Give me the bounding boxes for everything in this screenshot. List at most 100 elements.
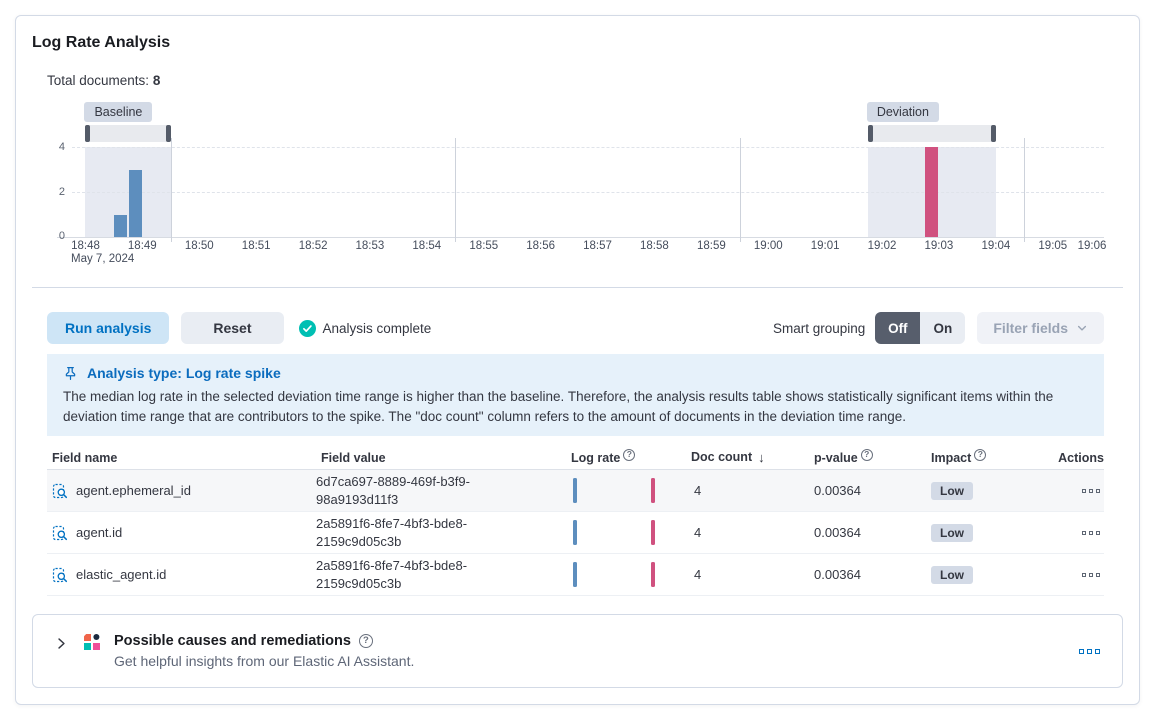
x-tick-label: 18:55: [469, 240, 499, 252]
header-doc-count[interactable]: Doc count ↓: [691, 450, 765, 465]
table-row: agent.id 2a5891f6-8fe7-4bf3-bde8-2159c9d…: [47, 512, 1104, 554]
baseline-badge-label: Baseline: [94, 105, 143, 119]
check-circle-icon: [298, 319, 316, 337]
table-header-row: Field name Field value Log rate? Doc cou…: [47, 446, 1104, 470]
x-tick-label: 19:04: [981, 240, 1011, 252]
x-tick-label: 19:05: [1038, 240, 1068, 252]
total-documents: Total documents: 8: [47, 73, 1123, 88]
p-value: 0.00364: [814, 567, 861, 582]
info-icon: ?: [623, 448, 636, 461]
baseline-brush-left-handle[interactable]: [85, 125, 91, 142]
row-actions-button[interactable]: [1080, 487, 1102, 495]
analysis-results-table: Field name Field value Log rate? Doc cou…: [47, 446, 1104, 596]
row-actions-button[interactable]: [1080, 571, 1102, 579]
possible-causes-subtitle: Get helpful insights from our Elastic AI…: [114, 653, 415, 669]
analysis-status: Analysis complete: [298, 319, 432, 337]
smart-grouping-label: Smart grouping: [773, 320, 866, 336]
log-rate-sparkline: [566, 470, 686, 511]
callout-title: Analysis type: Log rate spike: [87, 365, 281, 381]
baseline-mini-bar: [573, 562, 577, 587]
x-tick-label: 18:51: [241, 240, 271, 252]
x-tick-label: 19:01: [810, 240, 840, 252]
smart-grouping-on-button[interactable]: On: [920, 312, 965, 344]
baseline-mini-bar: [573, 520, 577, 545]
deviation-mini-bar: [651, 520, 655, 545]
deviation-badge-label: Deviation: [876, 105, 929, 119]
field-name: elastic_agent.id: [76, 567, 167, 582]
x-tick-label: 19:00: [753, 240, 783, 252]
x-tick-label: 19:06: [1077, 240, 1107, 252]
field-filter-icon[interactable]: [52, 525, 68, 541]
elastic-ai-assistant-icon: [84, 634, 100, 650]
horizontal-gridline: [72, 147, 1104, 148]
header-log-rate[interactable]: Log rate?: [566, 448, 686, 465]
doc-count-value: 4: [694, 483, 702, 498]
chevron-right-icon: [58, 638, 65, 649]
baseline-bar: [114, 214, 128, 237]
info-icon: ?: [860, 448, 873, 461]
page-title: Log Rate Analysis: [32, 34, 171, 51]
run-analysis-button[interactable]: Run analysis: [47, 312, 170, 344]
x-tick-label: 18:48: [71, 240, 100, 252]
baseline-brush[interactable]: [85, 125, 171, 142]
filter-fields-label: Filter fields: [993, 320, 1068, 336]
chevron-down-icon: [1077, 325, 1087, 331]
field-name: agent.ephemeral_id: [76, 483, 191, 498]
help-icon: ?: [358, 634, 373, 648]
field-value: 2a5891f6-8fe7-4bf3-bde8-2159c9d05c3b: [316, 557, 468, 591]
pin-icon: [65, 366, 76, 381]
deviation-mini-bar: [651, 562, 655, 587]
header-field-name[interactable]: Field name: [52, 450, 118, 465]
x-tick-label: 18:58: [640, 240, 669, 252]
x-axis-date-label: May 7, 2024: [71, 253, 135, 265]
x-tick-label: 18:50: [184, 240, 214, 252]
header-actions: Actions: [1058, 450, 1104, 465]
field-filter-icon[interactable]: [52, 483, 68, 499]
deviation-badge: Deviation: [866, 102, 939, 122]
x-tick-label: 18:57: [583, 240, 612, 252]
smart-grouping-off-button[interactable]: Off: [875, 312, 921, 344]
x-tick-label: 18:56: [526, 240, 555, 252]
x-tick-label: 18:53: [355, 240, 385, 252]
p-value: 0.00364: [814, 525, 861, 540]
accordion-expand-button[interactable]: [53, 635, 70, 652]
header-impact[interactable]: Impact?: [926, 448, 1061, 465]
analysis-status-label: Analysis complete: [322, 320, 432, 336]
baseline-bar: [128, 169, 142, 237]
impact-badge: Low: [931, 523, 973, 542]
field-filter-icon[interactable]: [52, 567, 68, 583]
p-value: 0.00364: [814, 483, 861, 498]
deviation-mini-bar: [651, 478, 655, 503]
impact-badge: Low: [931, 481, 973, 500]
row-actions-button[interactable]: [1080, 529, 1102, 537]
x-tick-label: 18:49: [127, 240, 157, 252]
header-p-value[interactable]: p-value?: [809, 448, 926, 465]
possible-causes-title[interactable]: Possible causes and remediations: [114, 633, 351, 649]
sort-descending-icon: ↓: [758, 450, 765, 465]
log-rate-sparkline: [566, 512, 686, 553]
vertical-gridline: [1024, 138, 1026, 242]
deviation-brush-right-handle[interactable]: [990, 125, 996, 142]
header-field-value[interactable]: Field value: [321, 450, 386, 465]
reset-button[interactable]: Reset: [181, 312, 284, 344]
deviation-brush[interactable]: [867, 125, 996, 142]
baseline-brush-right-handle[interactable]: [165, 125, 171, 142]
log-rate-analysis-panel: Log Rate Analysis Total documents: 8 4 2…: [15, 15, 1140, 705]
vertical-gridline: [170, 138, 172, 242]
baseline-mini-bar: [573, 478, 577, 503]
log-rate-sparkline: [566, 554, 686, 595]
deviation-bar: [925, 147, 939, 237]
possible-causes-panel: Possible causes and remediations ? Get h…: [32, 614, 1123, 688]
x-axis-line: [57, 237, 1104, 238]
panel-actions-button[interactable]: [1077, 647, 1102, 656]
deviation-brush-left-handle[interactable]: [867, 125, 873, 142]
field-name: agent.id: [76, 525, 123, 540]
baseline-badge: Baseline: [84, 102, 153, 122]
doc-count-value: 4: [694, 525, 702, 540]
separator: [32, 287, 1123, 288]
x-tick-label: 18:59: [697, 240, 726, 252]
filter-fields-button[interactable]: Filter fields: [977, 312, 1104, 344]
table-row: agent.ephemeral_id 6d7ca697-8889-469f-b3…: [47, 470, 1104, 512]
field-value: 2a5891f6-8fe7-4bf3-bde8-2159c9d05c3b: [316, 515, 468, 549]
x-tick-label: 19:02: [867, 240, 897, 252]
